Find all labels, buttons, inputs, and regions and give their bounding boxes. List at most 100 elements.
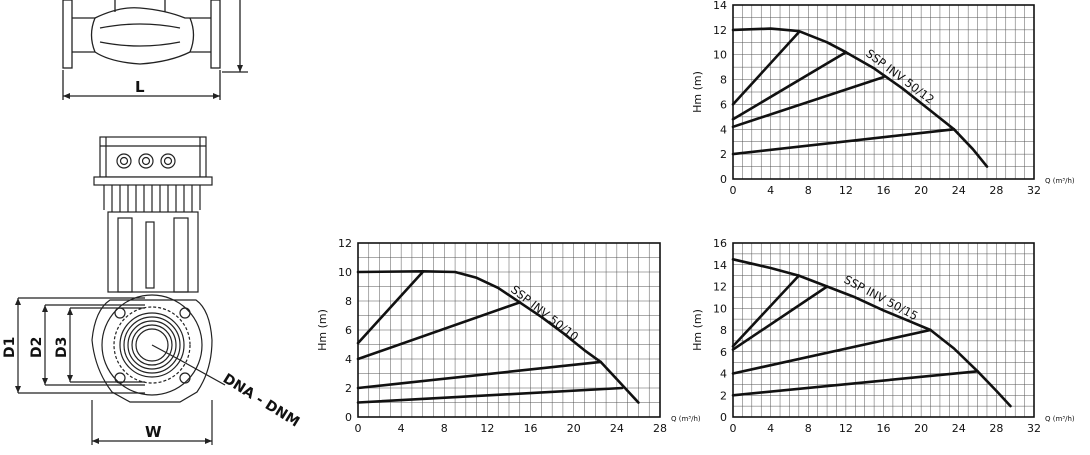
system-curve-line bbox=[731, 30, 801, 106]
y-tick-label: 8 bbox=[345, 295, 352, 308]
fin-header bbox=[93, 176, 213, 186]
x-tick-label: 4 bbox=[767, 184, 774, 197]
x-tick-label: 28 bbox=[989, 422, 1003, 435]
pump-curve-line bbox=[356, 270, 640, 404]
x-tick-label: 20 bbox=[567, 422, 581, 435]
system-curve-line bbox=[731, 328, 932, 375]
x-tick-label: 20 bbox=[914, 184, 928, 197]
dim-W-arrow-right bbox=[205, 438, 212, 444]
cable-gland-2 bbox=[138, 153, 154, 169]
dim-L-arrow-right bbox=[213, 93, 220, 99]
y-tick-label: 2 bbox=[720, 389, 727, 402]
y-tick-label: 6 bbox=[720, 346, 727, 359]
spiral-3 bbox=[127, 320, 177, 370]
x-tick-label: 20 bbox=[914, 422, 928, 435]
x-tick-label: 32 bbox=[1027, 184, 1041, 197]
plot-frame bbox=[732, 242, 1035, 418]
y-tick-label: 2 bbox=[345, 382, 352, 395]
x-tick-label: 16 bbox=[877, 184, 891, 197]
x-axis-label: Q (m³/h) bbox=[1045, 177, 1075, 185]
right-flange bbox=[210, 0, 221, 69]
dim-W-label: W bbox=[145, 423, 162, 441]
cable-gland-3-inner bbox=[163, 156, 173, 166]
y-axis-label: Hm (m) bbox=[691, 309, 704, 351]
x-tick-label: 0 bbox=[730, 184, 737, 197]
y-tick-label: 4 bbox=[720, 368, 727, 381]
dim-DNA-DNM-label: DNA - DNM bbox=[220, 371, 302, 431]
y-tick-label: 10 bbox=[338, 266, 352, 279]
system-curve-line bbox=[731, 75, 885, 129]
bolt-hole-4 bbox=[179, 372, 191, 384]
y-tick-label: 14 bbox=[713, 0, 727, 12]
pump-curve-line bbox=[731, 27, 989, 168]
system-curve-line bbox=[356, 270, 424, 345]
y-tick-label: 0 bbox=[720, 411, 727, 424]
y-tick-label: 6 bbox=[720, 98, 727, 111]
pump-model-label: SSP INV 50/10 bbox=[508, 282, 581, 343]
y-axis-label: Hm (m) bbox=[691, 71, 704, 113]
x-tick-label: 4 bbox=[398, 422, 405, 435]
y-tick-label: 0 bbox=[345, 411, 352, 424]
y-tick-label: 12 bbox=[713, 281, 727, 294]
dim-D1-arrow-bottom bbox=[15, 386, 21, 393]
left-flange bbox=[62, 0, 73, 69]
pump-body-inner2 bbox=[99, 41, 181, 47]
y-tick-label: 12 bbox=[338, 237, 352, 250]
cable-gland-3 bbox=[160, 153, 176, 169]
dim-D2-label: D2 bbox=[29, 337, 45, 358]
dim-height-arrow bbox=[237, 65, 243, 72]
cable-gland-1 bbox=[116, 153, 132, 169]
x-tick-label: 0 bbox=[730, 422, 737, 435]
spiral-5 bbox=[135, 328, 169, 362]
y-tick-label: 4 bbox=[345, 353, 352, 366]
y-tick-label: 16 bbox=[713, 237, 727, 250]
pump-body-right bbox=[189, 17, 195, 53]
x-tick-label: 12 bbox=[480, 422, 494, 435]
y-tick-label: 14 bbox=[713, 259, 727, 272]
volute-housing bbox=[91, 299, 213, 403]
x-tick-label: 24 bbox=[610, 422, 624, 435]
dim-W-arrow-left bbox=[92, 438, 99, 444]
cooling-fins bbox=[103, 185, 201, 212]
x-axis-label: Q (m³/h) bbox=[671, 415, 701, 423]
x-tick-label: 24 bbox=[952, 422, 966, 435]
system-curve-line bbox=[356, 360, 602, 390]
y-tick-label: 2 bbox=[720, 148, 727, 161]
motor-rib-center bbox=[145, 221, 155, 289]
pump-front-view-drawing bbox=[17, 136, 226, 445]
x-tick-label: 12 bbox=[839, 422, 853, 435]
system-curve-line bbox=[731, 274, 801, 348]
dim-L-arrow-left bbox=[63, 93, 70, 99]
x-tick-label: 16 bbox=[877, 422, 891, 435]
pump-body-top bbox=[72, 7, 211, 19]
pump-side-view-drawing bbox=[62, 0, 248, 100]
pump-body-inner bbox=[99, 23, 181, 29]
x-tick-label: 16 bbox=[524, 422, 538, 435]
dim-D1-arrow-top bbox=[15, 298, 21, 305]
dim-D3-label: D3 bbox=[54, 337, 70, 358]
system-curve-line bbox=[356, 301, 522, 361]
y-tick-label: 8 bbox=[720, 324, 727, 337]
system-curve-line bbox=[731, 370, 979, 397]
y-tick-label: 10 bbox=[713, 302, 727, 315]
y-tick-label: 4 bbox=[720, 123, 727, 136]
cable-gland-1-inner bbox=[119, 156, 129, 166]
x-tick-label: 12 bbox=[839, 184, 853, 197]
x-tick-label: 4 bbox=[767, 422, 774, 435]
control-box bbox=[99, 136, 207, 178]
pump-curve-line bbox=[731, 258, 1012, 408]
y-tick-label: 10 bbox=[713, 49, 727, 62]
system-curve-line bbox=[356, 386, 624, 404]
plot-frame bbox=[357, 242, 661, 418]
y-tick-label: 0 bbox=[720, 173, 727, 186]
cable-gland-2-inner bbox=[141, 156, 151, 166]
flange-bolt-circle bbox=[113, 306, 191, 384]
center-line bbox=[151, 344, 181, 361]
x-tick-label: 8 bbox=[441, 422, 448, 435]
x-tick-label: 28 bbox=[989, 184, 1003, 197]
bolt-hole-2 bbox=[179, 307, 191, 319]
